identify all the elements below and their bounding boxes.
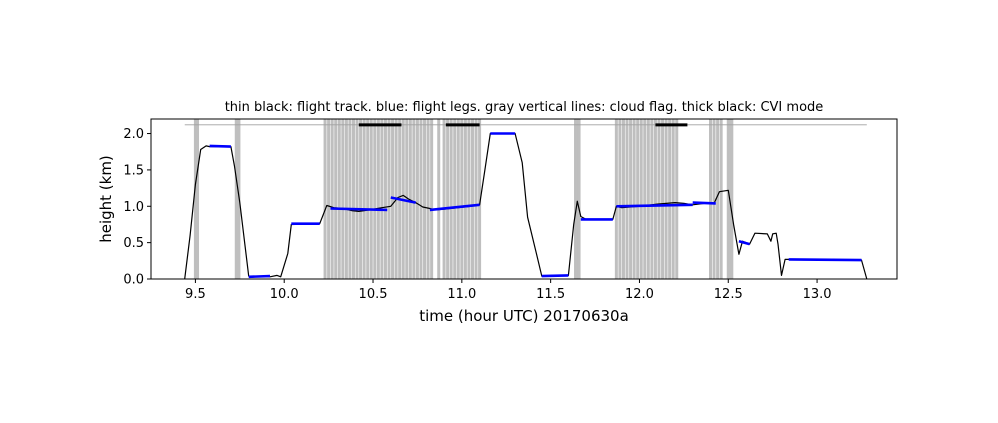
chart-title: thin black: flight track. blue: flight l… [225,100,824,115]
y-tick-label: 1.0 [123,200,144,215]
x-axis-label: time (hour UTC) 20170630a [419,307,629,325]
x-tick-label: 10.5 [359,287,388,302]
flight-track-layer [184,132,868,279]
y-axis: 0.0 0.5 1.0 1.5 2.0 [123,127,151,288]
flight-leg-line [616,203,693,208]
cloud-flag-layer [193,119,734,279]
flight-leg-line [330,207,388,212]
y-axis-label: height (km) [97,155,115,243]
flight-track-line [184,132,868,279]
x-tick-label: 12.0 [625,287,654,302]
x-axis: 9.5 10.0 10.5 11.0 11.5 12.0 12.5 13.0 [185,279,832,302]
x-tick-label: 10.0 [270,287,299,302]
flight-leg-line [541,274,569,278]
flight-leg-line [429,203,480,212]
y-tick-label: 0.0 [123,273,144,288]
flight-leg-line [788,258,862,262]
y-tick-label: 0.5 [123,236,144,251]
y-tick-label: 1.5 [123,163,144,178]
flight-leg-line [248,274,271,279]
x-tick-label: 11.5 [536,287,565,302]
flight-leg-line [692,201,716,205]
flight-leg-line [390,196,416,204]
x-tick-label: 9.5 [185,287,206,302]
y-tick-label: 2.0 [123,127,144,142]
x-tick-label: 13.0 [803,287,832,302]
plot-frame [150,118,898,280]
flight-leg-line [209,144,231,148]
flight-leg-line [738,239,750,246]
x-tick-label: 12.5 [714,287,743,302]
flight-legs-layer [209,132,862,279]
x-tick-label: 11.0 [447,287,476,302]
